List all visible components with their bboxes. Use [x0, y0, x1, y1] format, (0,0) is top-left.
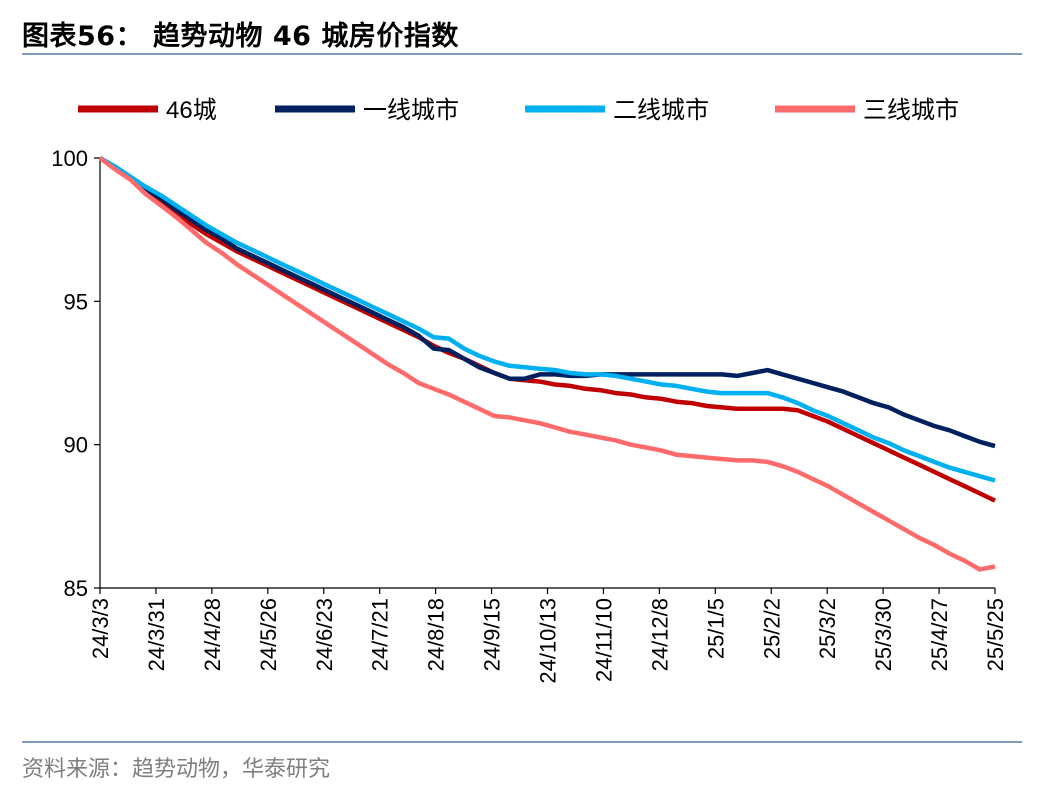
x-tick-label: 24/6/23 [312, 598, 337, 671]
y-tick-label: 90 [64, 433, 88, 458]
x-tick-label: 25/3/2 [815, 598, 840, 659]
x-tick-label: 24/5/26 [256, 598, 281, 671]
source-divider [22, 741, 1022, 743]
chart-legend: 46城 一线城市 二线城市 三线城市 [78, 97, 959, 124]
x-tick-label: 24/12/8 [647, 598, 672, 671]
series-line-二线城市 [98, 156, 996, 483]
x-tick-label: 24/11/10 [591, 598, 616, 682]
x-tick-label: 25/4/27 [927, 598, 952, 671]
x-axis-ticks: 24/3/3 24/3/31 24/4/28 24/5/26 24/6/23 24/7/2… [88, 588, 1008, 684]
figure-title: 图表56： 趋势动物 46 城房价指数 [22, 21, 459, 52]
x-tick-label: 25/2/2 [759, 598, 784, 659]
source-note: 资料来源：趋势动物，华泰研究 [22, 757, 331, 782]
y-tick-label: 100 [51, 146, 88, 171]
legend-label: 46城 [166, 97, 217, 124]
x-tick-label: 25/3/30 [871, 598, 896, 671]
title-divider [22, 53, 1022, 55]
y-tick-label: 85 [64, 576, 88, 601]
series-line-三线城市 [98, 156, 996, 572]
x-tick-label: 24/3/3 [88, 598, 113, 659]
legend-label: 二线城市 [613, 97, 709, 124]
x-tick-label: 25/1/5 [703, 598, 728, 659]
x-tick-label: 24/9/15 [480, 598, 505, 671]
x-tick-label: 24/8/18 [424, 598, 449, 671]
x-tick-label: 24/4/28 [200, 598, 225, 671]
x-tick-label: 24/3/31 [144, 598, 169, 671]
x-tick-label: 24/7/21 [368, 598, 393, 671]
legend-label: 一线城市 [363, 97, 459, 124]
legend-label: 三线城市 [863, 97, 959, 124]
chart-series [98, 156, 996, 572]
series-line-一线城市 [98, 156, 996, 449]
x-tick-label: 25/5/25 [983, 598, 1008, 671]
series-line-46城 [98, 156, 996, 503]
y-tick-label: 95 [64, 289, 88, 314]
x-tick-label: 24/10/13 [536, 598, 561, 684]
